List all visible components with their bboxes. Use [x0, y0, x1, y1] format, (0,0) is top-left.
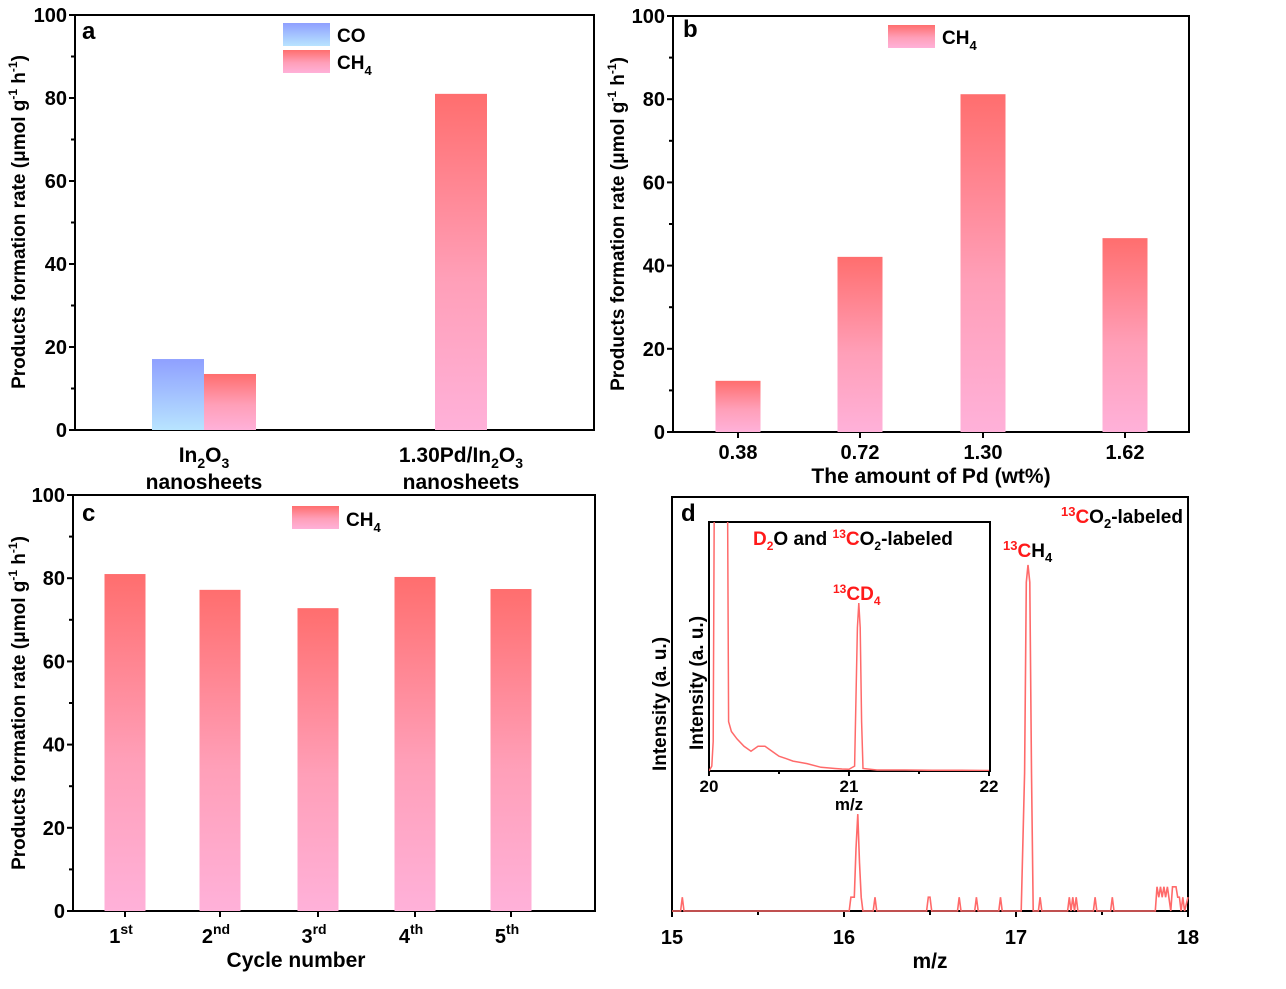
bar-ch4: [715, 380, 761, 432]
panel-a-y-tick-label: 100: [34, 5, 67, 27]
panel-b-x-tick-label: 0.72: [841, 442, 880, 464]
panel-c-y-tick-label: 40: [43, 735, 65, 757]
panel-c-letter: c: [82, 500, 95, 527]
panel-a-legend: CO CH4: [283, 23, 372, 78]
panel-d-title: 13CO2-labeled: [1061, 504, 1183, 531]
panel-b-letter: b: [683, 16, 698, 43]
panel-b-x-tick-label: 1.30: [964, 442, 1003, 464]
panel-d-x-tick-label: 16: [833, 927, 855, 949]
bar-ch4: [490, 589, 532, 911]
panel-d: 15 16 17 18 d 13CO2-labeled 13CH4 m/z Inten…: [650, 496, 1199, 973]
panel-b-x-tick-label: 1.62: [1106, 442, 1145, 464]
legend-swatch-co: [283, 23, 330, 46]
inset-x-tick-label: 21: [840, 777, 859, 796]
legend-label-co: CO: [337, 26, 366, 47]
panel-a-y-tick-label: 40: [45, 254, 67, 276]
panel-c-x-tick-label: 2nd: [202, 921, 230, 948]
panel-d-x-axis: 15 16 17 18: [661, 911, 1199, 949]
bar-ch4: [394, 576, 436, 911]
inset-x-axis: 20 21 22: [700, 771, 999, 796]
bar-ch4: [435, 93, 487, 430]
inset-peak-label-13cd4: 13CD4: [833, 582, 881, 608]
panel-d-peak-label-13ch4: 13CH4: [1003, 538, 1053, 565]
panel-a-bars: [152, 93, 487, 430]
panel-b-y-tick-label: 40: [643, 256, 665, 278]
panel-a-category-2-line-1: 1.30Pd/In2O3: [399, 444, 523, 471]
panel-b-y-tick-label: 100: [632, 6, 665, 28]
inset-spectrum-line: [709, 522, 990, 771]
panel-b-legend: CH4: [888, 25, 977, 53]
panel-c-x-axis-title: Cycle number: [227, 949, 366, 972]
panel-b: 0 20 40 60 80 100 0.38 0.72 1.30 1.62 b CH4 The …: [605, 6, 1190, 488]
panel-b-y-tick-label: 60: [643, 172, 665, 194]
panel-c-x-tick-label: 3rd: [301, 921, 326, 948]
bar-co: [152, 359, 204, 430]
panel-c-x-tick-label: 4th: [399, 921, 423, 948]
bar-ch4: [960, 94, 1006, 432]
panel-b-y-axis: 0 20 40 60 80 100: [632, 6, 673, 444]
panel-d-x-tick-label: 18: [1177, 927, 1199, 949]
bar-ch4: [104, 574, 146, 911]
panel-b-y-tick-label: 0: [654, 422, 665, 444]
panel-c-x-tick-label: 1st: [109, 921, 133, 948]
panel-a-letter: a: [82, 18, 96, 45]
bar-ch4: [204, 373, 256, 430]
panel-c-y-tick-label: 20: [43, 818, 65, 840]
panel-c-y-axis-title: Products formation rate (μmol g-1 h-1): [6, 536, 30, 870]
panel-c-y-tick-label: 60: [43, 651, 65, 673]
legend-swatch-ch4: [888, 25, 935, 48]
panel-d-x-tick-label: 15: [661, 927, 683, 949]
panel-a-y-tick-label: 20: [45, 337, 67, 359]
bar-ch4: [1102, 238, 1148, 432]
inset-y-axis-title: Intensity (a. u.): [687, 616, 708, 750]
panel-c-y-tick-label: 80: [43, 568, 65, 590]
panel-b-y-tick-label: 80: [643, 89, 665, 111]
panel-c-x-axis: 1st 2nd 3rd 4th 5th: [109, 911, 519, 948]
panel-c-legend: CH4: [292, 506, 381, 535]
panel-a-y-tick-label: 80: [45, 88, 67, 110]
panel-b-y-axis-title: Products formation rate (μmol g-1 h-1): [605, 57, 629, 391]
panel-c-y-tick-label: 100: [32, 485, 65, 507]
panel-d-spectrum-line: [672, 564, 1189, 912]
panel-a-category-1-line-1: In2O3: [179, 444, 230, 471]
bar-ch4: [199, 589, 241, 911]
legend-swatch-ch4: [292, 506, 339, 529]
legend-label-ch4: CH4: [346, 510, 381, 535]
panel-a-y-axis: 0 20 40 60 80 100: [34, 5, 75, 442]
bar-ch4: [297, 608, 339, 911]
panel-d-x-axis-title: m/z: [912, 950, 947, 973]
panel-a-category-2-line-2: nanosheets: [403, 471, 520, 494]
inset-x-tick-label: 22: [980, 777, 999, 796]
panel-a-category-1-line-2: nanosheets: [146, 471, 263, 494]
panel-a: 0 20 40 60 80 100 a CO CH4 In2O3 nanosheets 1…: [6, 5, 595, 494]
panel-b-x-axis: 0.38 0.72 1.30 1.62: [719, 432, 1145, 464]
panel-d-inset: 20 21 22 D2O and 13CO2-labeled 13CD4 m/z I…: [687, 521, 999, 814]
panel-c-bars: [104, 574, 532, 911]
panel-d-x-tick-label: 17: [1005, 927, 1027, 949]
bar-ch4: [837, 256, 883, 432]
panel-b-bars: [715, 94, 1148, 432]
panel-b-x-axis-title: The amount of Pd (wt%): [811, 465, 1050, 488]
panel-c: 0 20 40 60 80 100 1st 2nd 3rd 4th 5th c CH4 Cycle…: [6, 485, 596, 972]
panel-a-y-tick-label: 60: [45, 171, 67, 193]
panel-a-y-axis-title: Products formation rate (μmol g-1 h-1): [6, 55, 30, 389]
panel-a-y-tick-label: 0: [56, 420, 67, 442]
panel-d-y-axis-title: Intensity (a. u.): [650, 637, 671, 771]
legend-label-ch4: CH4: [337, 53, 372, 78]
inset-title: D2O and 13CO2-labeled: [753, 527, 953, 553]
panel-c-y-axis: 0 20 40 60 80 100: [32, 485, 73, 923]
legend-swatch-ch4: [283, 50, 330, 73]
legend-label-ch4: CH4: [942, 28, 977, 53]
panel-b-y-tick-label: 20: [643, 339, 665, 361]
inset-frame: [708, 521, 991, 772]
panel-c-y-tick-label: 0: [54, 901, 65, 923]
panel-b-x-tick-label: 0.38: [719, 442, 758, 464]
panel-c-x-tick-label: 5th: [495, 921, 519, 948]
inset-x-axis-title: m/z: [835, 795, 863, 814]
panel-d-letter: d: [681, 500, 696, 527]
inset-x-tick-label: 20: [700, 777, 719, 796]
